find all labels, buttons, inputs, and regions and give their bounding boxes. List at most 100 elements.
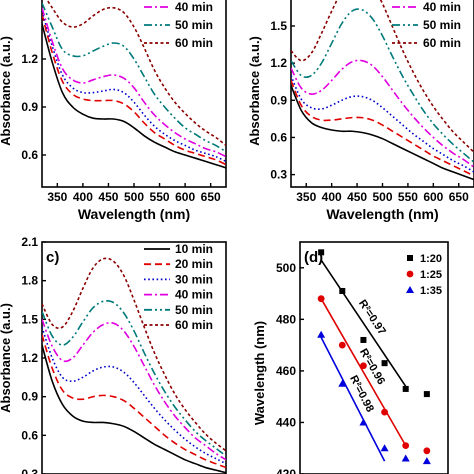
x-axis: 350 400 450 500 550 600 650: [47, 183, 221, 204]
data-point-triangle: [380, 444, 389, 452]
y-tick-label: 500: [276, 261, 296, 275]
series-line-60-min: [42, 257, 226, 452]
y-axis: 0.3 0.6 0.9 1.2 1.5: [270, 19, 295, 182]
legend-label: 60 min: [423, 36, 461, 50]
panel-c: 0.3 0.6 0.9 1.2 1.5 1.8 2.1 Absorbance (a.u.) 10…: [0, 235, 227, 474]
series-line-30-min: [291, 75, 474, 173]
r-squared-label: R²=0.98: [347, 374, 376, 415]
y-tick-label: 420: [276, 467, 296, 474]
fit-line: [320, 337, 386, 462]
data-point-square: [360, 336, 367, 343]
x-tick-label: 600: [423, 190, 443, 204]
legend-label: 50 min: [423, 18, 461, 32]
panel-b: 0.3 0.6 0.9 1.2 1.5 350 400 450 500 550 600 650 Wave…: [247, 0, 474, 222]
legend-label: 60 min: [175, 36, 213, 50]
series-line-40-min: [42, 7, 226, 158]
series-line-20-min: [291, 80, 474, 177]
data-point-square: [381, 360, 388, 367]
data-point-circle: [423, 447, 431, 455]
y-tick-label: 0.6: [270, 130, 287, 144]
series-line-50-min: [42, 2, 226, 153]
series-line-10-min: [42, 23, 226, 169]
data-point-triangle: [401, 454, 410, 462]
fit-line: [320, 298, 407, 447]
x-tick-label: 400: [73, 190, 93, 204]
y-tick-label: 0.9: [21, 390, 38, 404]
series-line-60-min: [291, 0, 474, 153]
plot-area: [42, 257, 226, 474]
x-tick-label: 600: [175, 190, 195, 204]
legend-label: 40 min: [175, 288, 213, 302]
x-tick-label: 550: [398, 190, 418, 204]
series-line-40-min: [291, 59, 474, 168]
legend-label: 30 min: [175, 272, 213, 286]
x-tick-label: 550: [150, 190, 170, 204]
series-line-50-min: [42, 300, 226, 457]
legend-label: 50 min: [175, 303, 213, 317]
y-tick-label: 1.5: [270, 19, 287, 33]
y-tick-label: 0.9: [21, 100, 38, 114]
plot-area: [291, 0, 474, 181]
y-tick-label: 1.8: [21, 274, 38, 288]
y-tick-label: 1.2: [21, 52, 38, 66]
data-point-circle: [360, 362, 367, 370]
x-tick-label: 650: [449, 190, 469, 204]
legend-label: 40 min: [423, 0, 461, 14]
legend-label: 50 min: [175, 18, 213, 32]
plot-area: [42, 0, 226, 169]
y-tick-label: 480: [276, 312, 296, 326]
series-line-10-min: [291, 85, 474, 181]
y-tick-label: 1.2: [270, 56, 287, 70]
y-tick-label: 0.6: [21, 428, 38, 442]
x-axis: 350 400 450 500 550 600 650: [296, 183, 469, 204]
x-tick-label: 450: [347, 190, 367, 204]
fit-line: [320, 259, 407, 387]
series-line-30-min: [42, 10, 226, 163]
y-tick-label: 1.5: [21, 312, 38, 326]
series-line-10-min: [42, 344, 226, 474]
legend: 1:20 1:25 1:35: [406, 253, 442, 297]
panel-label: c): [46, 249, 59, 266]
data-point-square: [423, 391, 430, 398]
y-tick-label: 0.6: [21, 148, 38, 162]
x-tick-label: 350: [47, 190, 67, 204]
x-axis-label: Wavelength (nm): [78, 206, 190, 222]
x-tick-label: 650: [201, 190, 221, 204]
x-tick-label: 450: [98, 190, 118, 204]
legend-marker: [406, 286, 414, 293]
plot-frame: [299, 241, 449, 474]
y-tick-label: 0.9: [270, 93, 287, 107]
data-point-triangle: [338, 379, 347, 387]
legend-label: 1:20: [420, 253, 442, 265]
legend-label: 1:25: [420, 269, 442, 281]
data-point-circle: [338, 341, 346, 349]
y-tick-label: 440: [276, 415, 296, 429]
series-line-40-min: [42, 319, 226, 461]
data-point-triangle: [317, 330, 326, 338]
data-point-triangle: [422, 457, 431, 465]
panel-label: (d): [304, 249, 323, 266]
y-axis-label: Absorbance (a.u.): [247, 36, 262, 146]
y-axis: 420 440 460 480 500: [276, 261, 304, 474]
x-tick-label: 350: [296, 190, 316, 204]
legend-label: 60 min: [175, 318, 213, 332]
r-squared-label: R²=0.97: [356, 298, 388, 337]
y-axis-label: Absorbance (a.u.): [0, 36, 13, 146]
legend-label: 40 min: [175, 0, 213, 14]
data-point-square: [318, 249, 325, 256]
legend: 40 min 50 min 60 min: [144, 0, 213, 50]
legend-marker: [407, 255, 413, 261]
plot-area: [317, 249, 431, 465]
y-tick-label: 1.2: [21, 351, 38, 365]
legend-label: 10 min: [175, 242, 213, 256]
y-axis-label: Absorbance (a.u.): [0, 303, 13, 413]
y-tick-label: 0.3: [270, 168, 287, 182]
series-line-20-min: [42, 334, 226, 469]
y-axis: 0.6 0.9 1.2: [21, 52, 46, 162]
legend-label: 1:35: [420, 285, 442, 297]
x-axis-label: Wavelength (nm): [326, 206, 438, 222]
series-line-50-min: [291, 8, 474, 163]
y-axis-label: Wavelength (nm): [252, 321, 267, 425]
y-tick-label: 460: [276, 364, 296, 378]
